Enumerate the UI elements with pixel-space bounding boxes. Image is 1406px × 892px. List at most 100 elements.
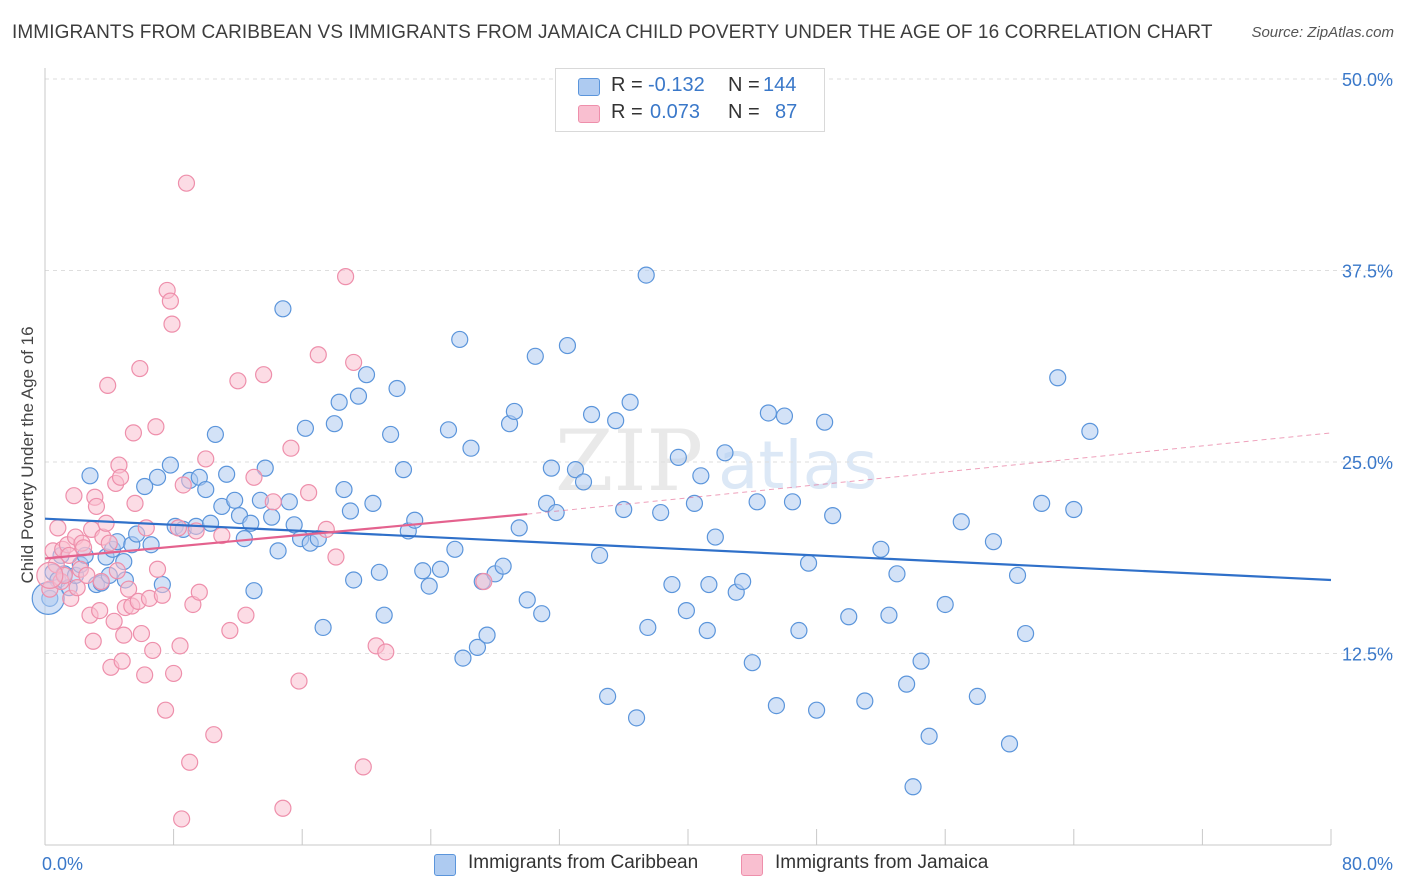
watermark: ZIP atlas (555, 412, 878, 510)
data-point (173, 810, 191, 828)
data-point (775, 407, 794, 425)
data-point (136, 477, 154, 496)
stats-n-label: N = (728, 101, 760, 123)
data-point (111, 468, 130, 486)
stats-r-label: R = (611, 101, 643, 123)
stats-n-value: 144 (763, 74, 797, 96)
data-point (639, 618, 657, 637)
data-point (274, 799, 292, 817)
data-point (197, 450, 215, 468)
data-point (290, 672, 308, 690)
data-point (475, 572, 493, 591)
trend-lines (44, 432, 1332, 582)
legend-swatch-caribbean (434, 854, 456, 876)
data-point (68, 579, 86, 597)
data-point (357, 366, 376, 384)
data-point (245, 468, 263, 486)
data-point (341, 502, 360, 520)
data-point (119, 580, 138, 598)
data-point (590, 546, 609, 565)
data-point (55, 566, 73, 584)
data-point (533, 605, 551, 623)
data-point (237, 606, 255, 624)
data-point (269, 542, 287, 560)
data-point (700, 575, 718, 594)
stats-r-value: -0.132 (648, 74, 705, 96)
grid (45, 78, 1394, 654)
data-point (81, 467, 99, 485)
data-point (337, 268, 355, 286)
data-point (1033, 494, 1051, 512)
data-point (327, 548, 345, 566)
data-point (296, 419, 315, 437)
legend-label-caribbean: Immigrants from Caribbean (468, 852, 699, 873)
data-point (131, 359, 149, 378)
data-point (156, 701, 175, 719)
data-point (349, 387, 368, 405)
data-point (574, 473, 593, 491)
data-point (190, 583, 208, 601)
data-point (888, 565, 906, 583)
data-point (743, 654, 761, 672)
data-point (582, 405, 601, 424)
data-point (627, 709, 646, 727)
data-point (880, 606, 898, 624)
data-point (468, 638, 487, 656)
data-point (621, 393, 639, 411)
data-point (65, 487, 83, 505)
data-point (221, 621, 239, 640)
data-point (1016, 624, 1035, 643)
data-point (100, 534, 118, 552)
data-point (558, 336, 577, 355)
y-tick-label: 25.0% (1342, 453, 1393, 473)
data-point (799, 554, 818, 572)
data-point (912, 652, 930, 670)
data-point (494, 557, 512, 575)
data-point (161, 292, 179, 310)
data-point (734, 572, 752, 591)
data-point (872, 540, 890, 558)
x-tick-label: 80.0% (1342, 854, 1393, 874)
data-point (698, 621, 716, 640)
data-point (177, 174, 196, 192)
data-point (414, 562, 432, 580)
data-point (1008, 566, 1027, 584)
data-point (163, 315, 181, 333)
trend-line (44, 512, 528, 560)
data-point (1065, 500, 1083, 519)
data-point (388, 379, 406, 398)
data-point (263, 508, 281, 526)
data-point (478, 626, 496, 644)
data-point (147, 418, 165, 436)
data-point (218, 465, 236, 483)
series-caribbean (31, 266, 1099, 796)
data-point (330, 393, 348, 411)
data-point (652, 503, 670, 522)
data-point (716, 444, 734, 462)
data-point (354, 758, 372, 776)
data-point (767, 696, 786, 715)
data-point (171, 637, 189, 655)
data-point (335, 480, 353, 499)
data-point (566, 461, 585, 479)
data-point (144, 641, 162, 660)
data-point (454, 649, 472, 667)
data-point (92, 572, 110, 591)
data-point (783, 493, 802, 511)
data-point (663, 575, 681, 594)
data-point (317, 520, 335, 539)
data-point (920, 727, 938, 745)
data-point (816, 413, 834, 431)
stats-row-caribbean: R = -0.132 N = 144 (556, 74, 824, 102)
stats-box: R = -0.132 N = 144 R = 0.073 N = 87 (555, 68, 825, 132)
x-tick-label: 0.0% (42, 854, 83, 874)
data-point (136, 666, 154, 684)
data-point (898, 675, 916, 693)
data-point (49, 519, 67, 537)
y-tick-label: 37.5% (1342, 262, 1393, 282)
data-point (840, 608, 858, 626)
data-point (264, 493, 282, 511)
data-point (856, 692, 874, 710)
data-point (124, 424, 143, 442)
data-point (174, 476, 192, 494)
